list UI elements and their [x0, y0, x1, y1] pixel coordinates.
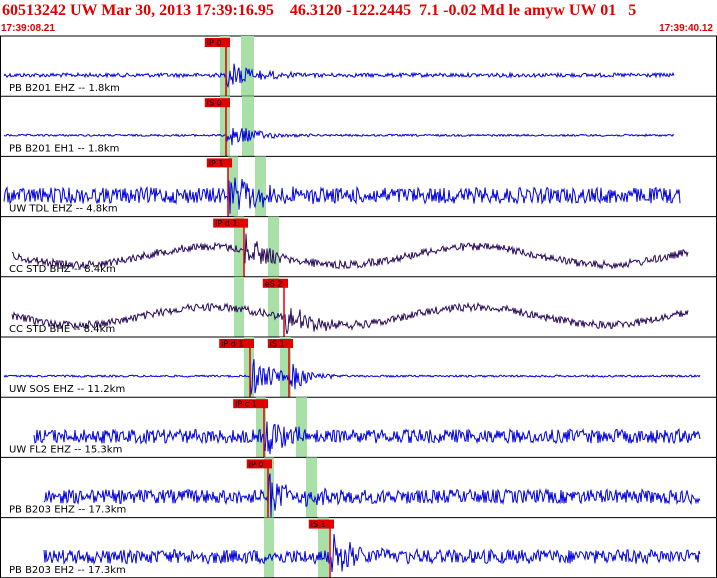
pick-window	[234, 216, 244, 277]
channel-row[interactable]: iP c 1 UW FL2 EHZ -- 15.3km	[0, 397, 717, 458]
phase-pick-label: iP d 1	[215, 219, 237, 228]
channel-row[interactable]: iS 0 PB B201 EH1 -- 1.8km	[0, 96, 717, 157]
phase-pick-label: iP c 1	[235, 400, 257, 409]
pick-window	[220, 36, 230, 97]
pick-window	[244, 337, 254, 398]
pick-window	[256, 397, 266, 458]
phase-pick-box[interactable]	[206, 158, 232, 168]
pick-window	[264, 517, 274, 578]
phase-pick-box[interactable]	[233, 399, 268, 409]
seismogram-trace	[3, 63, 675, 89]
phase-pick-label: iP d 1	[221, 340, 243, 349]
channel-label: UW FL2 EHZ -- 15.3km	[9, 444, 122, 455]
seismogram-trace	[11, 233, 689, 270]
seismogram-trace	[11, 301, 689, 335]
channel-row[interactable]: iP 1 UW TDL EHZ -- 4.8km	[0, 156, 717, 218]
pick-window	[255, 156, 266, 217]
phase-pick-label: iS 1	[270, 340, 285, 349]
phase-pick-box[interactable]	[308, 519, 334, 529]
seismogram-trace	[3, 359, 701, 395]
phase-pick-label: iP 1	[209, 159, 224, 168]
channel-label: CC STD BHE -- 8.4km	[9, 324, 115, 335]
pick-window	[280, 337, 291, 398]
phase-pick-label: iS 1	[311, 520, 326, 529]
phase-pick-box[interactable]	[219, 339, 254, 348]
channel-label: PB B201 EHZ -- 1.8km	[9, 83, 120, 94]
phase-pick-box[interactable]	[262, 278, 288, 288]
channel-label: CC STD BHZ -- 8.4km	[9, 264, 116, 275]
channel-row[interactable]: iS 1 PB B203 EH2 -- 17.3km	[0, 517, 717, 578]
pick-window	[242, 96, 254, 157]
channel-label: UW SOS EHZ -- 11.2km	[9, 384, 125, 395]
phase-pick-label: iP 0	[207, 39, 222, 48]
seismogram-trace	[3, 127, 675, 146]
phase-pick-box[interactable]	[204, 98, 230, 108]
channel-label: PB B203 EHZ -- 17.3km	[9, 505, 126, 516]
phase-pick-box[interactable]	[246, 459, 272, 469]
channel-row[interactable]: eS 2 CC STD BHE -- 8.4km	[0, 276, 717, 338]
pick-window	[268, 216, 279, 277]
seismogram-trace	[33, 421, 701, 455]
pick-window	[234, 276, 244, 337]
phase-pick-label: iP 0	[249, 460, 264, 469]
pick-window	[241, 36, 254, 97]
channel-row[interactable]: iP 0 PB B203 EHZ -- 17.3km	[0, 457, 717, 519]
phase-pick-box[interactable]	[204, 38, 230, 47]
seismogram-trace	[3, 177, 681, 214]
phase-pick-box[interactable]	[267, 339, 293, 348]
seismogram-trace	[43, 534, 701, 573]
event-header-title: 60513242 UW Mar 30, 2013 17:39:16.95 46.…	[2, 2, 637, 19]
channel-row[interactable]: iP d 1 iS 1 UW SOS EHZ -- 11.2km	[0, 337, 717, 398]
pick-window	[318, 517, 329, 578]
channel-label: PB B201 EH1 -- 1.8km	[9, 143, 119, 154]
pick-window	[228, 156, 238, 217]
channel-row[interactable]: iP d 1 CC STD BHZ -- 8.4km	[0, 216, 717, 278]
channel-label: UW TDL EHZ -- 4.8km	[9, 204, 118, 215]
time-end-label: 17:39:40.12	[659, 23, 713, 34]
pick-window	[220, 96, 230, 157]
seismogram-trace	[43, 473, 701, 518]
channel-row[interactable]: iP 0 PB B201 EHZ -- 1.8km	[0, 36, 717, 97]
time-start-label: 17:39:08.21	[1, 23, 55, 34]
pick-window	[268, 276, 279, 337]
pick-window	[296, 397, 307, 458]
phase-pick-label: iS 0	[207, 99, 222, 108]
phase-pick-label: eS 2	[265, 279, 283, 288]
pick-window	[306, 457, 317, 518]
phase-pick-box[interactable]	[213, 218, 248, 228]
channel-label: PB B203 EH2 -- 17.3km	[9, 565, 126, 576]
